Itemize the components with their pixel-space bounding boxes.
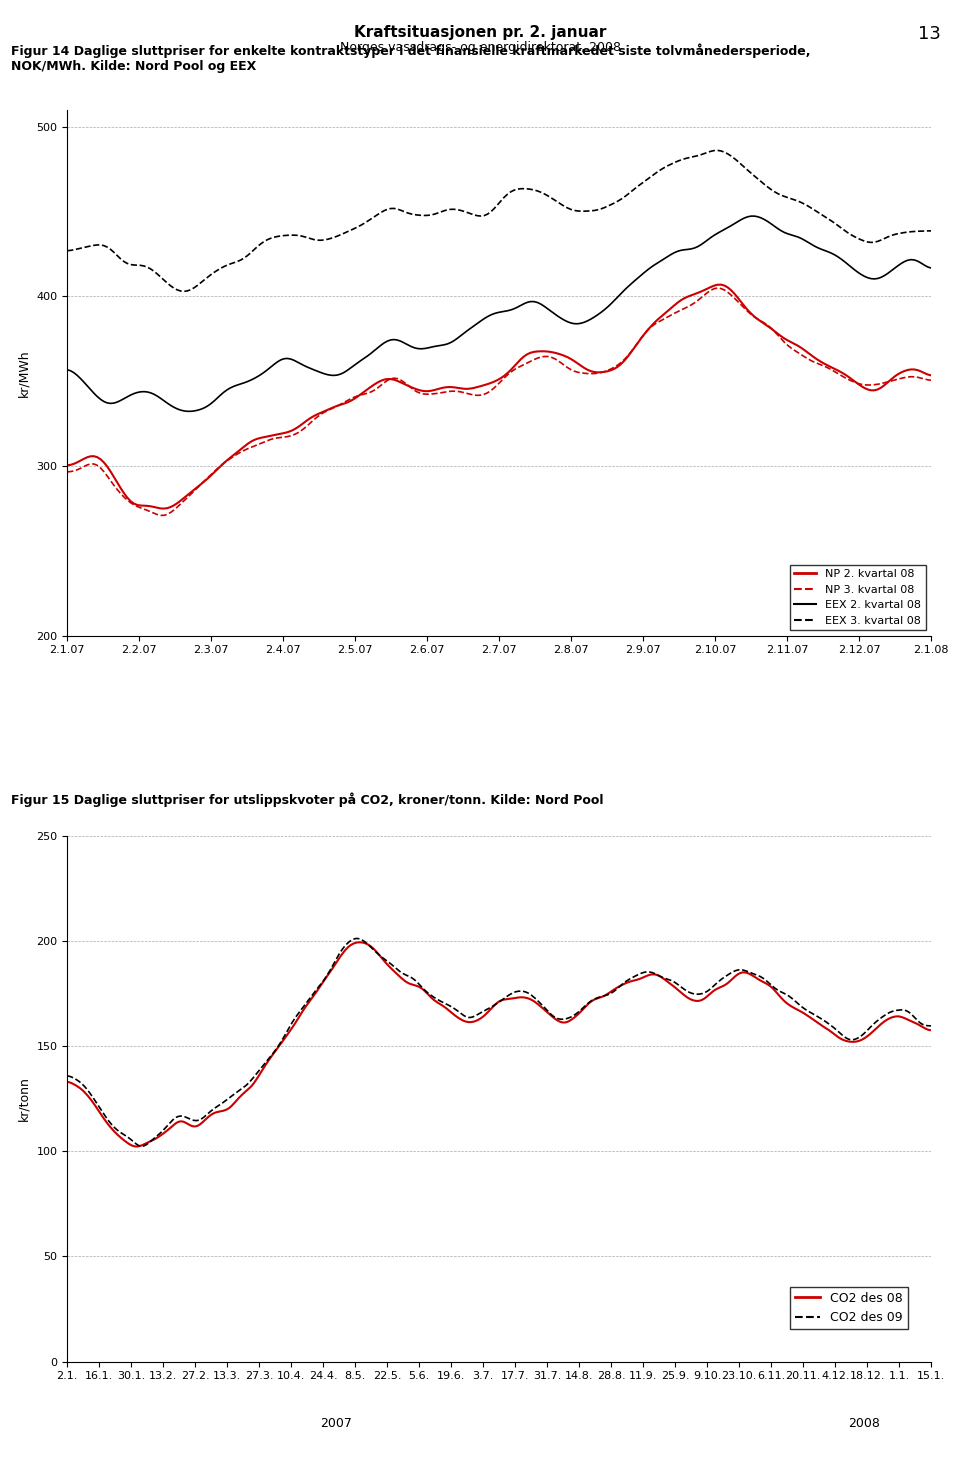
Text: Kraftsituasjonen pr. 2. januar: Kraftsituasjonen pr. 2. januar (354, 25, 606, 40)
Y-axis label: kr/MWh: kr/MWh (18, 348, 31, 397)
Text: Figur 15 Daglige sluttpriser for utslippskvoter på CO2, kroner/tonn. Kilde: Nord: Figur 15 Daglige sluttpriser for utslipp… (12, 792, 604, 807)
Legend: CO2 des 08, CO2 des 09: CO2 des 08, CO2 des 09 (790, 1287, 907, 1329)
Text: 2008: 2008 (848, 1417, 880, 1430)
Legend: NP 2. kvartal 08, NP 3. kvartal 08, EEX 2. kvartal 08, EEX 3. kvartal 08: NP 2. kvartal 08, NP 3. kvartal 08, EEX … (790, 565, 925, 630)
Text: Figur 14 Daglige sluttpriser for enkelte kontraktstyper i det finansielle kraftm: Figur 14 Daglige sluttpriser for enkelte… (12, 42, 810, 73)
Text: 2007: 2007 (320, 1417, 352, 1430)
Y-axis label: kr/tonn: kr/tonn (18, 1076, 31, 1121)
Text: Norges vassdrags- og energidirektorat, 2008: Norges vassdrags- og energidirektorat, 2… (340, 41, 620, 54)
Text: 13: 13 (918, 25, 941, 42)
